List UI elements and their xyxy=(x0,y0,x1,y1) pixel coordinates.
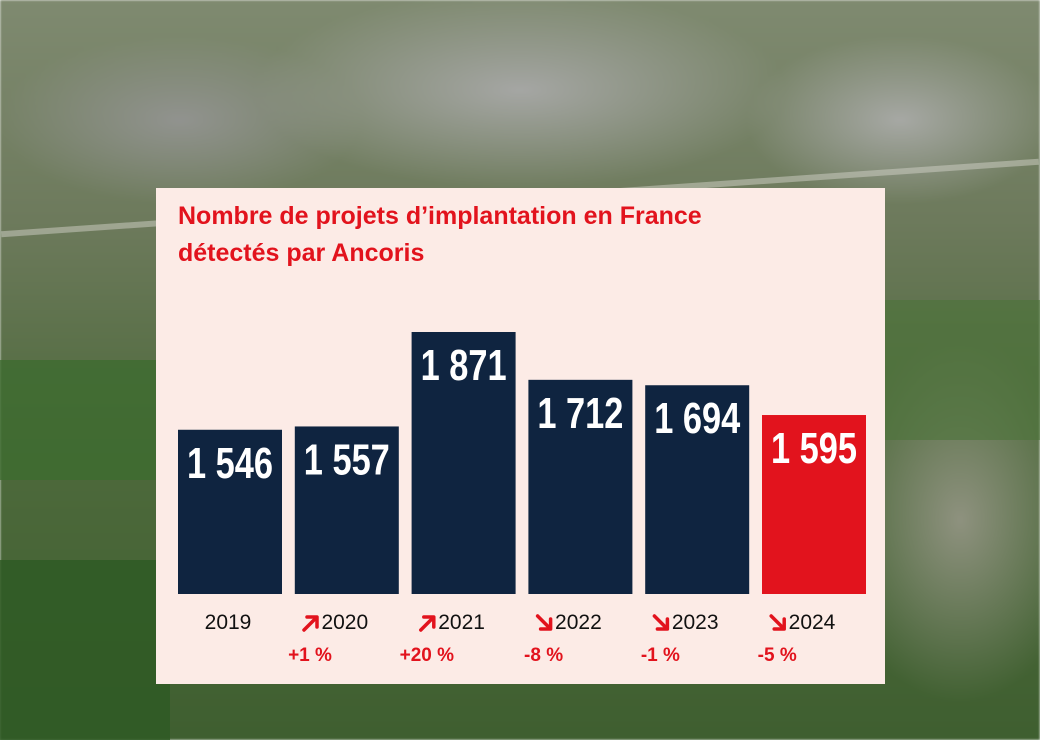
bar-2021 xyxy=(411,332,516,594)
bar-value-label: 1 712 xyxy=(537,389,623,438)
arrow-head xyxy=(538,617,553,631)
background-field xyxy=(885,300,1040,440)
year-label: 2022 xyxy=(555,611,602,634)
bar-2020 xyxy=(294,426,399,594)
change-label: -8 % xyxy=(524,645,563,666)
bar-value-label: 1 595 xyxy=(771,424,857,473)
chart-title-line1: Nombre de projets d’implantation en Fran… xyxy=(178,202,702,230)
arrow-head xyxy=(772,617,786,631)
chart-title: Nombre de projets d’implantation en Fran… xyxy=(178,198,878,272)
year-label: 2024 xyxy=(789,611,836,634)
bar-2019 xyxy=(178,429,282,594)
change-label: -1 % xyxy=(641,645,680,666)
arrow-shaft xyxy=(535,614,552,630)
bar-value-label: 1 557 xyxy=(304,435,390,484)
bar-chart: 1 546 2019 1 557 2020 1 871 2021 1 712 2022 1 69… xyxy=(178,332,866,666)
change-label: +20 % xyxy=(400,645,455,666)
arrow-head xyxy=(422,615,436,629)
chart-title-line2: détectés par Ancoris xyxy=(178,239,425,267)
arrow-head xyxy=(305,615,319,629)
chart-panel: Nombre de projets d’implantation en Fran… xyxy=(156,188,885,684)
arrow-shaft xyxy=(652,614,669,630)
arrow-down-icon xyxy=(769,614,786,631)
year-label: 2020 xyxy=(321,611,368,634)
change-label: +1 % xyxy=(288,645,332,666)
bar-2023 xyxy=(645,385,750,594)
arrow-down-icon xyxy=(535,614,553,631)
year-label: 2023 xyxy=(672,611,719,634)
arrow-down-icon xyxy=(652,614,670,631)
arrow-shaft xyxy=(419,616,435,632)
arrow-shaft xyxy=(302,616,318,632)
background-field xyxy=(0,560,170,740)
year-label: 2019 xyxy=(205,611,252,634)
arrow-up-icon xyxy=(302,615,319,632)
bar-value-label: 1 546 xyxy=(187,439,273,488)
bar-2022 xyxy=(528,379,633,594)
bar-value-label: 1 871 xyxy=(421,341,507,390)
bar-2024 xyxy=(762,415,866,594)
bar-value-label: 1 694 xyxy=(654,394,740,443)
change-label: -5 % xyxy=(758,645,797,666)
arrow-up-icon xyxy=(419,615,436,632)
year-label: 2021 xyxy=(438,611,485,634)
arrow-shaft xyxy=(769,614,785,630)
arrow-head xyxy=(655,617,670,631)
background-field xyxy=(0,360,170,480)
